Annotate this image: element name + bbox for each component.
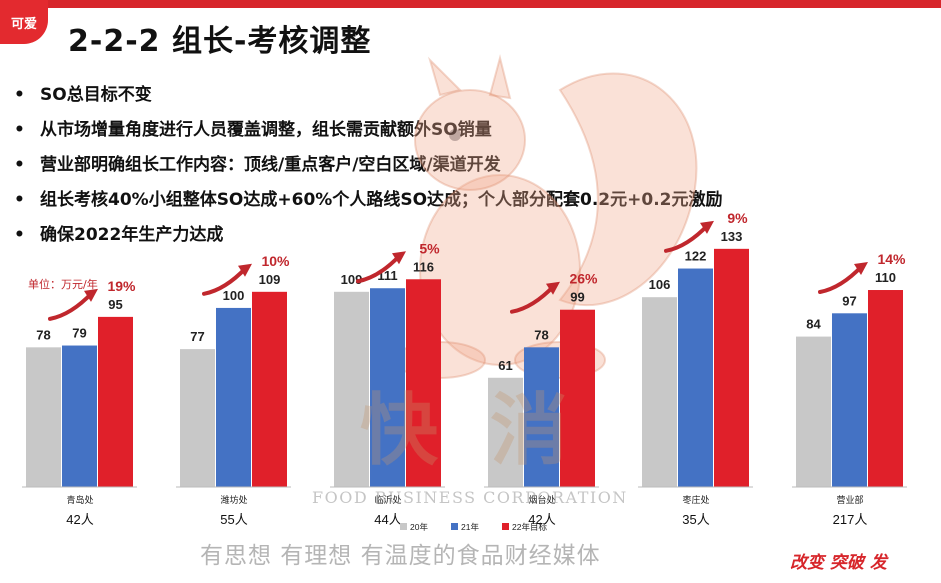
growth-label: 9% [727, 210, 748, 226]
bar-value-label: 122 [685, 249, 707, 264]
bar-21 [216, 307, 251, 487]
bullet-marker: • [14, 85, 25, 105]
bar-22-target [406, 279, 441, 487]
growth-label: 10% [261, 253, 290, 269]
bar-value-label: 100 [223, 288, 245, 303]
growth-arrow-icon [664, 222, 710, 253]
bar-value-label: 78 [36, 327, 50, 342]
category-label: 临沂处 [374, 494, 401, 505]
legend-label: 22年目标 [512, 522, 547, 532]
legend-swatch [451, 523, 458, 530]
growth-arrowhead-icon [854, 262, 868, 276]
bar-21 [832, 313, 867, 487]
bar-value-label: 97 [842, 293, 856, 308]
bullet-marker: • [14, 155, 25, 175]
bar-value-label: 84 [806, 317, 821, 332]
headcount-label: 55人 [220, 512, 247, 527]
bullet-item: • 营业部明确组长工作内容：顶线/重点客户/空白区域/渠道开发 [14, 150, 723, 185]
page-title: 2-2-2 组长-考核调整 [68, 24, 372, 59]
bar-value-label: 79 [72, 326, 86, 341]
bar-20 [488, 377, 523, 487]
growth-label: 19% [107, 278, 136, 294]
headcount-label: 217人 [833, 512, 868, 527]
bar-22-target [868, 290, 903, 487]
bar-20 [642, 297, 677, 487]
bullet-item: • 组长考核40%小组整体SO达成+60%个人路线SO达成；个人部分配套0.2元+… [14, 185, 723, 220]
bar-value-label: 95 [108, 297, 122, 312]
watermark-char-left: 快 [360, 385, 439, 476]
growth-label: 26% [569, 271, 598, 287]
bar-value-label: 77 [190, 329, 204, 344]
headcount-label: 42人 [528, 512, 555, 527]
bullet-text: 确保2022年生产力达成 [40, 225, 224, 245]
growth-arrow-icon [510, 283, 556, 314]
bullet-list: • SO总目标不变 • 从市场增量角度进行人员覆盖调整，组长需贡献额外SO销量 • 营… [14, 80, 723, 255]
headcount-label: 35人 [682, 512, 709, 527]
bullet-item: • SO总目标不变 [14, 80, 723, 115]
category-label: 烟台处 [528, 494, 555, 505]
growth-arrowhead-icon [392, 251, 406, 265]
bar-value-label: 78 [534, 327, 548, 342]
category-label: 青岛处 [66, 494, 93, 505]
growth-arrowhead-icon [546, 281, 560, 295]
category-label: 枣庄处 [682, 494, 709, 505]
bar-20 [334, 291, 369, 487]
bar-21 [370, 288, 405, 487]
headcount-label: 42人 [66, 512, 93, 527]
legend-label: 21年 [461, 522, 479, 532]
bar-value-label: 106 [649, 277, 671, 292]
bar-22-target [714, 248, 749, 487]
bar-20 [796, 336, 831, 487]
growth-arrowhead-icon [700, 220, 714, 234]
brand-logo-text: 可爱 [10, 16, 37, 32]
bar-value-label: 99 [570, 290, 584, 305]
bullet-marker: • [14, 120, 25, 140]
bar-20 [180, 349, 215, 487]
legend-swatch [400, 523, 407, 530]
bar-21 [678, 268, 713, 487]
bar-value-label: 110 [875, 270, 896, 285]
growth-label: 5% [419, 240, 440, 256]
legend-label: 20年 [410, 522, 428, 532]
category-label: 潍坊处 [220, 494, 247, 505]
bar-21 [524, 347, 559, 487]
bar-22-target [560, 309, 595, 487]
bullet-text: 营业部明确组长工作内容：顶线/重点客户/空白区域/渠道开发 [40, 155, 501, 175]
bar-value-label: 133 [721, 229, 743, 244]
legend-swatch [502, 523, 509, 530]
bar-20 [26, 347, 61, 487]
bullet-item: • 确保2022年生产力达成 [14, 220, 723, 255]
growth-arrowhead-icon [84, 288, 98, 302]
growth-arrowhead-icon [238, 263, 252, 277]
bullet-item: • 从市场增量角度进行人员覆盖调整，组长需贡献额外SO销量 [14, 115, 723, 150]
growth-arrow-icon [818, 264, 864, 295]
bullet-marker: • [14, 190, 25, 210]
bullet-text: 从市场增量角度进行人员覆盖调整，组长需贡献额外SO销量 [40, 120, 492, 140]
headcount-label: 44人 [374, 512, 401, 527]
bullet-text: SO总目标不变 [40, 85, 152, 105]
bar-value-label: 61 [498, 358, 512, 373]
category-label: 营业部 [836, 494, 863, 505]
watermark-english: FOOD BUSINESS CORPORATION [312, 488, 628, 507]
footer-slogan: 改变 突破 发 [790, 553, 887, 573]
brand-logo: 可爱 [0, 0, 48, 44]
growth-label: 14% [877, 251, 906, 267]
bar-value-label: 109 [341, 272, 363, 287]
bullet-text: 组长考核40%小组整体SO达成+60%个人路线SO达成；个人部分配套0.2元+0… [40, 190, 723, 210]
watermark-char-right: 消 [490, 385, 569, 476]
bar-value-label: 109 [259, 272, 281, 287]
bar-21 [62, 345, 97, 487]
bar-value-label: 116 [413, 259, 434, 274]
bar-22-target [252, 291, 287, 487]
watermark-slogan: 有思想 有理想 有温度的食品财经媒体 [200, 543, 601, 569]
growth-arrow-icon [48, 290, 94, 321]
top-accent-bar [0, 0, 941, 8]
unit-label: 单位：万元/年 [28, 278, 98, 291]
bullet-marker: • [14, 225, 25, 245]
bar-22-target [98, 316, 133, 487]
